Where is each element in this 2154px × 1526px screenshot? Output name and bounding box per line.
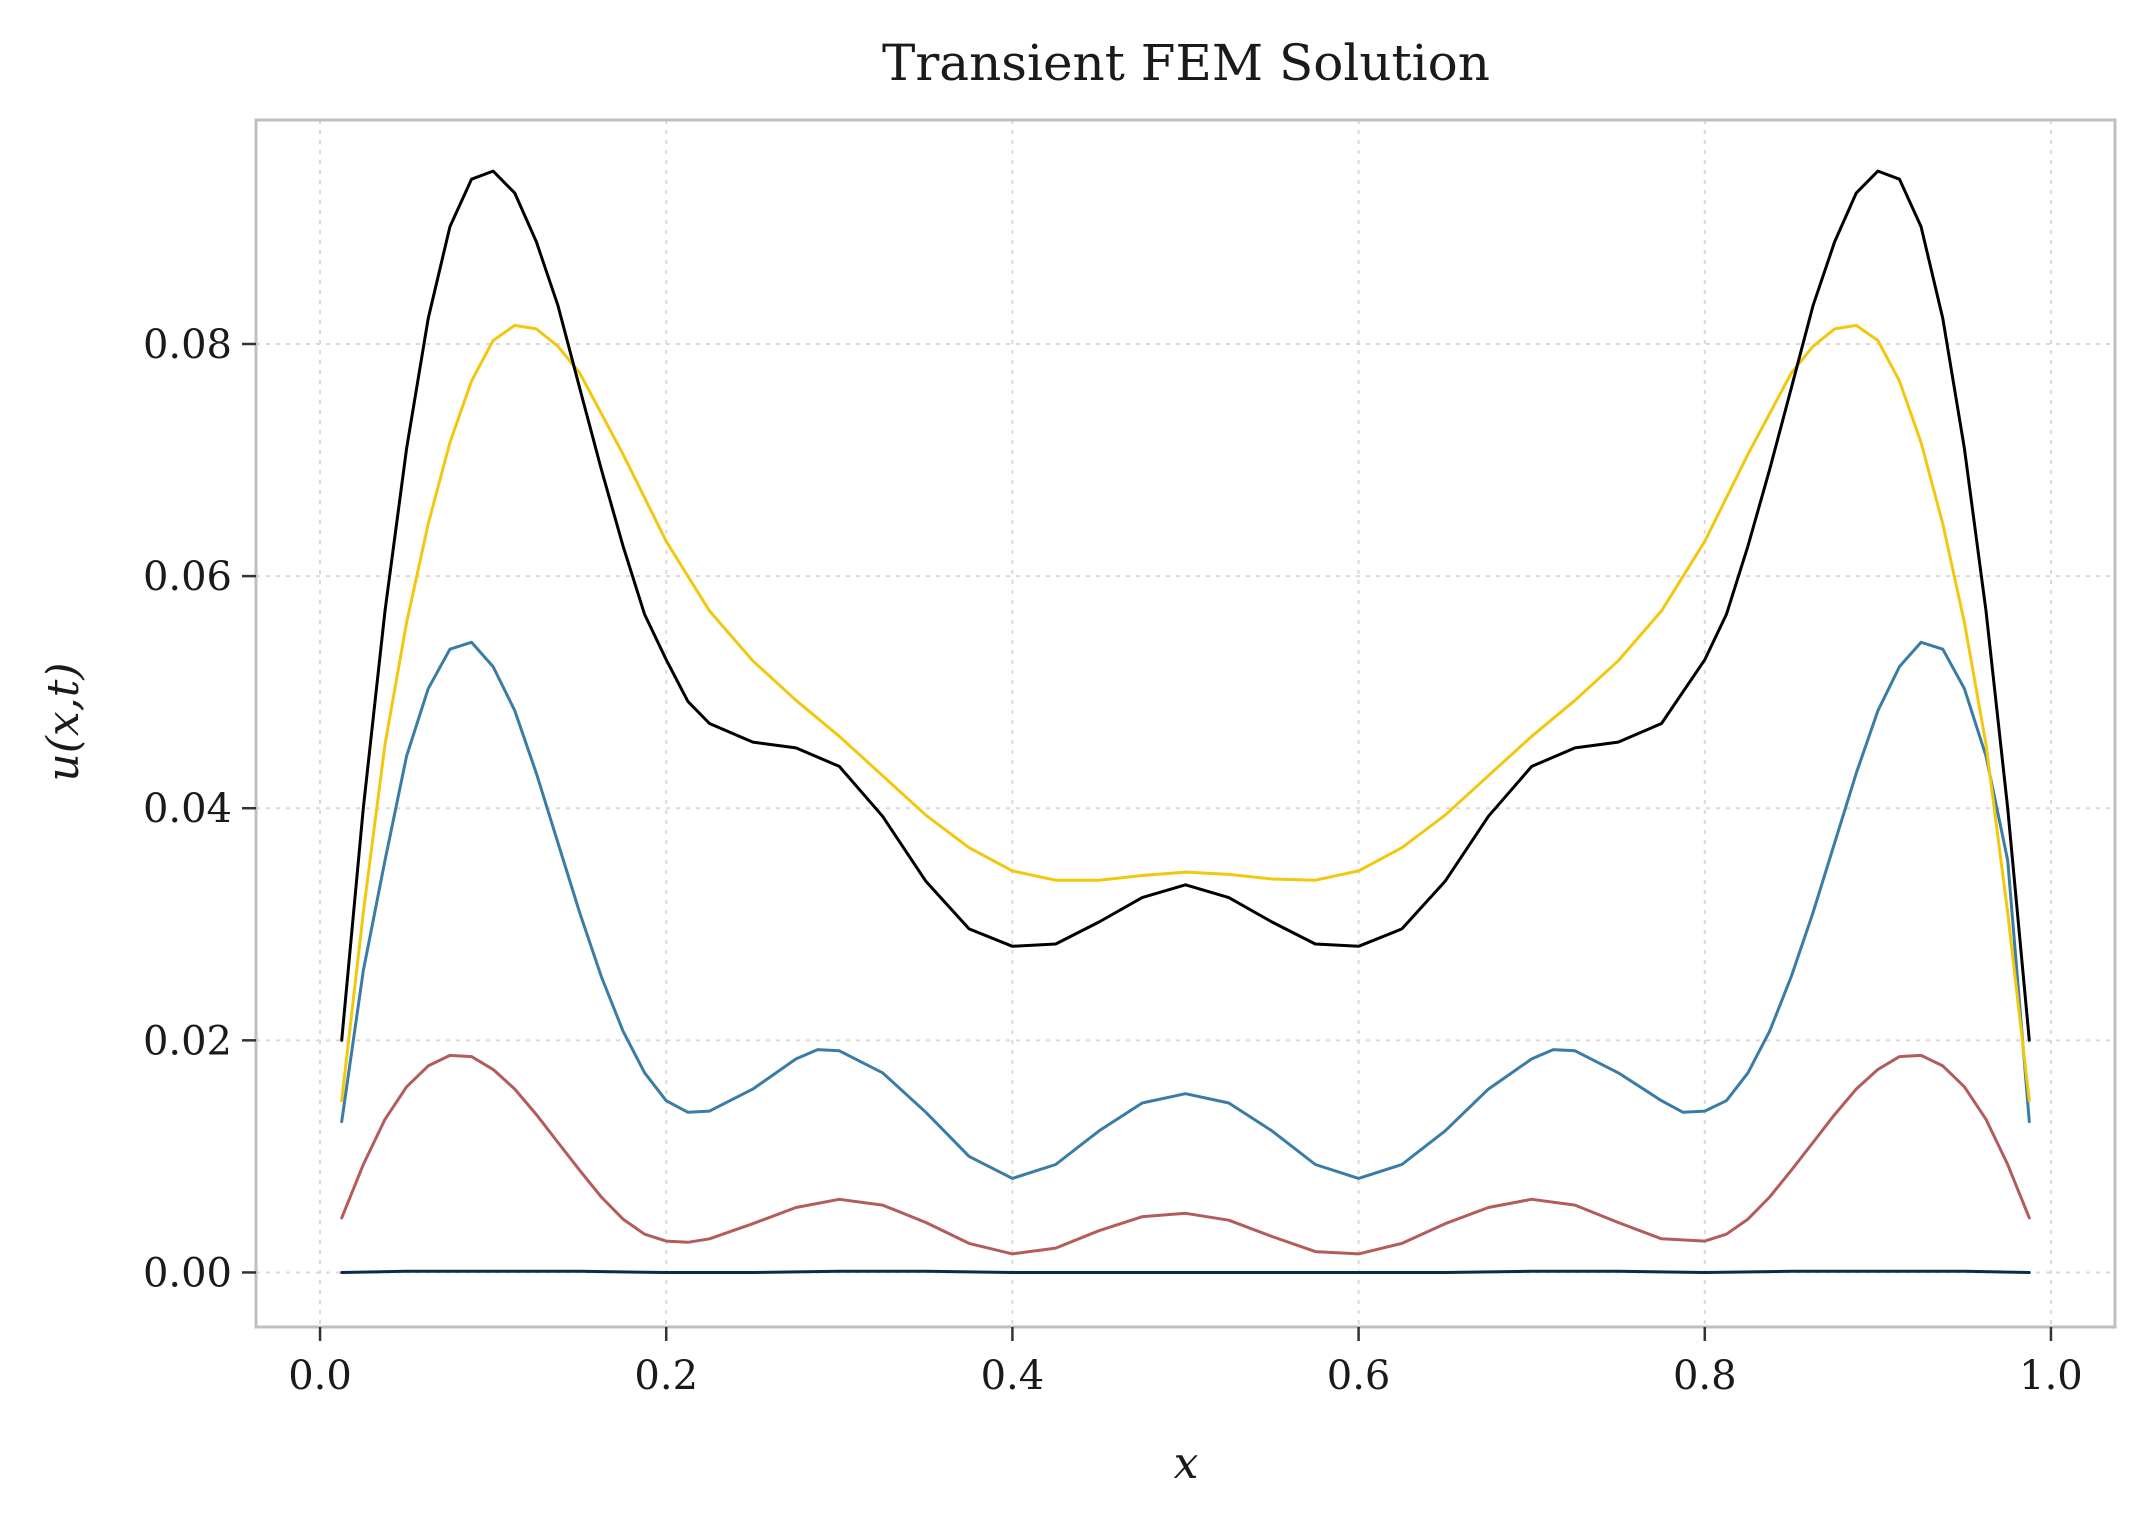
x-tick-label: 0.2 <box>634 1353 698 1399</box>
y-axis: 0.00 0.02 0.04 0.06 0.08 <box>143 322 256 1296</box>
y-tick-label: 0.06 <box>143 554 232 600</box>
y-tick-label: 0.00 <box>143 1250 232 1296</box>
x-tick-label: 1.0 <box>2019 1353 2083 1399</box>
plot-frame <box>254 118 2117 1329</box>
y-tick-label: 0.04 <box>143 786 232 832</box>
series-line-4 <box>340 323 2031 1103</box>
x-axis-label: x <box>1174 1438 1199 1489</box>
series-line-2 <box>340 1053 2031 1256</box>
y-tick-label: 0.08 <box>143 322 232 368</box>
series-group <box>340 169 2031 1274</box>
y-tick-label: 0.02 <box>143 1018 232 1064</box>
x-tick-label: 0.8 <box>1673 1353 1737 1399</box>
chart-title: Transient FEM Solution <box>882 34 1490 92</box>
x-tick-label: 0.6 <box>1327 1353 1391 1399</box>
y-axis-label: u(x,t) <box>38 662 89 781</box>
x-tick-label: 0.0 <box>288 1353 352 1399</box>
series-line-3 <box>340 640 2031 1180</box>
grid <box>256 120 2115 1327</box>
x-tick-label: 0.4 <box>981 1353 1045 1399</box>
x-axis: 0.0 0.2 0.4 0.6 0.8 1.0 <box>288 1327 2083 1399</box>
series-line-5 <box>340 169 2031 1042</box>
series-line-1 <box>340 1269 2031 1274</box>
